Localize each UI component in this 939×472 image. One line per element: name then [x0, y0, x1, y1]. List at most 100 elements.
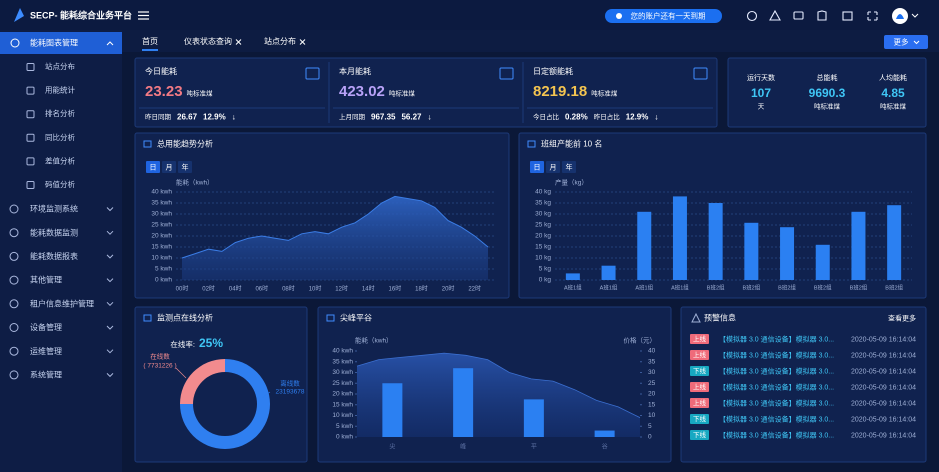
stat-value: 9690.3	[809, 86, 846, 100]
icon[interactable]	[842, 11, 853, 21]
x-tick-label: 谷	[602, 443, 608, 451]
y-tick-label: 25	[648, 380, 656, 387]
price-area	[357, 353, 640, 437]
segment-label: 在线数	[150, 352, 170, 361]
menu-item[interactable]: 租户信息维护管理	[30, 298, 94, 308]
y-tick-label: 25 kg	[535, 222, 551, 229]
bar	[637, 211, 652, 280]
stat-unit: 吨标准煤	[880, 102, 907, 111]
range-button[interactable]	[530, 161, 544, 173]
line	[181, 195, 489, 259]
y-tick-label: 10 kwh	[332, 412, 353, 419]
menu-item[interactable]: 运维管理	[30, 346, 62, 356]
alert-tag-text: 上线	[693, 382, 707, 391]
range-button-label: 年	[566, 162, 573, 171]
menu-item[interactable]: 能耗数据监测	[30, 227, 78, 237]
chart-title: 监测点在线分析	[157, 313, 213, 323]
kpi-compare: ↓	[654, 113, 658, 122]
bar	[601, 265, 616, 280]
menu-item[interactable]: 其他管理	[30, 275, 62, 285]
bar	[780, 227, 795, 280]
icon[interactable]	[817, 10, 827, 21]
icon[interactable]	[769, 9, 781, 21]
kpi-title: 本月能耗	[339, 66, 371, 76]
bar	[594, 430, 615, 437]
alerts-more[interactable]: 查看更多	[888, 313, 916, 322]
alert-text: 【模拟器 3.0 通信设备】模拟器 3.0...	[719, 398, 834, 407]
toolbar-icons	[746, 9, 878, 22]
kpi-compare: 0.28%	[565, 113, 588, 122]
panel	[134, 57, 718, 128]
submenu-item[interactable]: 码值分析	[45, 179, 75, 189]
bar	[672, 196, 687, 280]
alert-tag-text: 上线	[693, 334, 707, 343]
kpi-compare: 昨日占比	[594, 112, 621, 121]
range-button[interactable]	[562, 161, 576, 173]
chevron	[106, 301, 114, 307]
submenu-item[interactable]: 站点分布	[45, 61, 75, 71]
alert-text: 【模拟器 3.0 通信设备】模拟器 3.0...	[719, 430, 834, 439]
submenu-item[interactable]: 用能统计	[45, 85, 75, 95]
chevron	[106, 278, 114, 283]
bar	[815, 244, 830, 280]
more-button[interactable]	[884, 35, 928, 49]
icon[interactable]	[746, 10, 758, 22]
panel-title-icon	[143, 314, 152, 322]
active-menu[interactable]	[0, 32, 122, 54]
kpi-icon	[499, 67, 514, 80]
menu-item[interactable]: 设备管理	[30, 322, 62, 332]
icon[interactable]	[793, 11, 804, 20]
y-tick-label: 0 kg	[539, 277, 552, 284]
tab[interactable]: 仪表状态查询	[184, 36, 232, 46]
alert-time: 2020-05-09 16:14:04	[851, 352, 916, 359]
alert-text: 【模拟器 3.0 通信设备】模拟器 3.0...	[719, 350, 834, 359]
y-tick-label: 0	[648, 434, 652, 441]
submenu-item[interactable]: 差值分析	[45, 155, 75, 165]
icon[interactable]	[867, 11, 878, 21]
menu-toggle[interactable]	[138, 11, 149, 20]
tab[interactable]: 首页	[142, 36, 158, 46]
chevron	[106, 373, 114, 378]
submenu-icon	[26, 133, 35, 142]
menu-icon	[10, 38, 20, 48]
menu-item[interactable]: 系统管理	[30, 370, 62, 380]
alert-text: 【模拟器 3.0 通信设备】模拟器 3.0...	[719, 414, 834, 423]
tab-underline	[142, 49, 158, 51]
kpi-value: 423.02	[339, 83, 385, 100]
donut-segment	[180, 359, 225, 404]
range-button[interactable]	[546, 161, 560, 173]
menu-item[interactable]: 环境监测系统	[30, 204, 78, 214]
submenu-item[interactable]: 同比分析	[45, 132, 75, 142]
kpi-icon	[693, 67, 708, 80]
x-tick-label: B班2组	[742, 283, 760, 291]
kpi-value: 8219.18	[533, 83, 587, 100]
kpi-compare: 昨日同期	[145, 112, 172, 121]
kpi-title: 今日能耗	[145, 66, 177, 76]
y-tick-label: 20 kwh	[151, 233, 172, 240]
kpi-unit: 吨标准煤	[187, 89, 214, 98]
chart-title: 总用能趋势分析	[157, 139, 213, 149]
y-tick-label: 15	[648, 401, 656, 408]
notice-text: 您的账户还有一天到期	[631, 10, 706, 20]
bar	[708, 203, 723, 280]
menu-icon	[9, 299, 19, 309]
x-tick-label: B班2组	[814, 283, 832, 291]
x-tick-label: 尖	[389, 443, 395, 451]
range-button[interactable]	[178, 161, 192, 173]
y-tick-label: 40	[648, 348, 656, 355]
notice-pill[interactable]	[605, 9, 722, 23]
y-tick-label: 25 kwh	[151, 222, 172, 229]
range-button[interactable]	[162, 161, 176, 173]
y-tick-label: 30 kwh	[332, 369, 353, 376]
range-button[interactable]	[146, 161, 160, 173]
kpi-compare: ↓	[428, 113, 432, 122]
menu-item[interactable]: 能耗数据报表	[30, 251, 78, 261]
y-tick-label: 40 kwh	[332, 348, 353, 355]
tab[interactable]: 站点分布	[264, 36, 296, 46]
chevron	[106, 41, 114, 46]
x-tick-label: 16时	[389, 285, 402, 293]
submenu-item[interactable]: 排名分析	[45, 108, 75, 118]
bar	[453, 368, 474, 437]
y-axis-title: 产量（kg）	[555, 178, 588, 187]
